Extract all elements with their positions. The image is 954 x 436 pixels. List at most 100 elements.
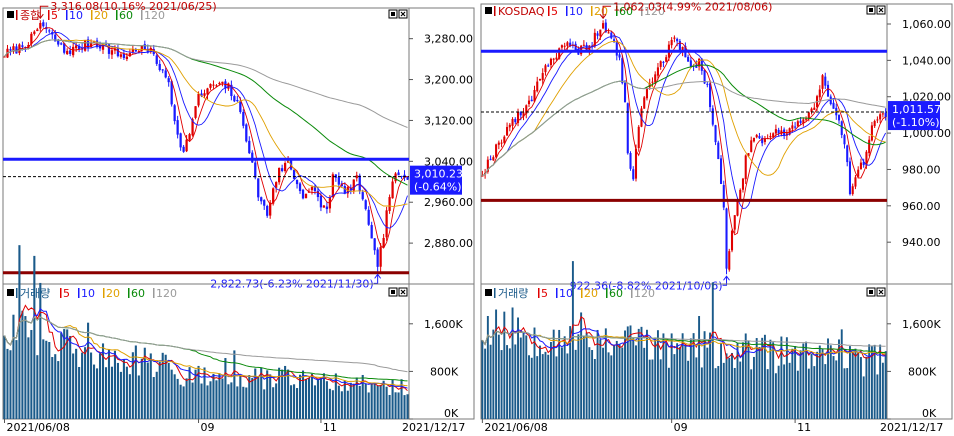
maximize-button[interactable] — [866, 5, 876, 15]
volume-maximize-button[interactable] — [866, 287, 876, 297]
candle-body — [188, 134, 191, 140]
volume-bar — [881, 362, 884, 419]
volume-bar — [555, 356, 558, 419]
volume-bar — [613, 344, 616, 419]
candle-body — [876, 119, 879, 121]
moving-averages — [4, 27, 408, 249]
vol-y-tick-label: 0K — [922, 407, 937, 420]
candle-body — [179, 133, 182, 148]
candle-body — [558, 48, 561, 59]
candle-body — [772, 133, 775, 138]
volume-bar — [813, 366, 816, 419]
volume-bar — [218, 373, 221, 419]
volume-bar — [319, 376, 322, 419]
maximize-icon[interactable] — [391, 12, 395, 16]
candle-body — [536, 81, 539, 92]
candle-body — [788, 128, 791, 135]
volume-bar — [810, 353, 813, 419]
candle-body — [837, 115, 841, 121]
ma-legend-swatch — [66, 10, 68, 20]
volume-bar — [563, 336, 566, 419]
volume-bar — [310, 373, 314, 419]
candle-body — [506, 127, 509, 136]
maximize-icon[interactable] — [869, 290, 873, 294]
candle-body — [711, 108, 714, 125]
volume-bar — [54, 354, 57, 419]
candle-body — [547, 65, 550, 67]
candle-body — [865, 151, 868, 166]
candle-body — [810, 108, 813, 112]
volume-bar — [149, 353, 152, 419]
candle-body — [254, 162, 257, 178]
volume-bar — [373, 383, 376, 419]
candle-body — [741, 178, 745, 190]
volume-bar — [689, 338, 692, 419]
volume-bar — [736, 343, 739, 419]
volume-bar — [78, 366, 81, 419]
vol-ma-legend-20: 20 — [106, 287, 120, 300]
volume-bar — [766, 369, 769, 419]
volume-bar — [700, 367, 703, 419]
volume-bar — [134, 345, 137, 419]
vol-ma-line-5 — [4, 304, 408, 392]
ma-legend-swatch — [153, 288, 155, 298]
candle-body — [870, 125, 873, 141]
volume-bars — [3, 245, 409, 419]
volume-bar — [182, 386, 185, 419]
close-icon[interactable] — [878, 7, 884, 13]
volume-bar — [750, 369, 753, 419]
close-icon[interactable] — [878, 289, 884, 295]
candle-body — [358, 175, 361, 192]
close-button[interactable] — [398, 9, 408, 19]
volume-maximize-button[interactable] — [388, 287, 398, 297]
volume-bar — [706, 347, 709, 419]
candle-body — [140, 45, 143, 51]
maximize-button[interactable] — [388, 9, 398, 19]
volume-bar — [179, 384, 182, 419]
volume-bar — [637, 328, 640, 419]
volume-bar — [525, 335, 528, 419]
volume-bar — [119, 371, 122, 419]
end-date-label: 2021/12/17 — [402, 421, 465, 433]
ma-legend-swatch — [566, 6, 568, 16]
candle-body — [158, 63, 161, 71]
volume-bar — [185, 378, 188, 419]
ma-legend-swatch — [538, 288, 540, 298]
candle-body — [799, 120, 802, 123]
volume-bar — [221, 378, 224, 419]
candle-body — [665, 57, 668, 62]
candle-body — [12, 46, 15, 52]
volume-bar — [684, 345, 687, 419]
candle-body — [161, 69, 164, 71]
volume-close-button[interactable] — [398, 287, 408, 297]
close-icon[interactable] — [400, 289, 406, 295]
candle-body — [758, 136, 761, 139]
volume-bar — [72, 353, 75, 419]
candle-body — [747, 153, 750, 157]
candle-body — [209, 84, 212, 88]
volume-bar — [519, 337, 522, 419]
candle-body — [221, 81, 224, 84]
candle-body — [791, 125, 794, 129]
volume-bar — [128, 374, 131, 419]
high-arrowhead-icon — [599, 14, 607, 20]
maximize-icon[interactable] — [391, 290, 395, 294]
volume-bar — [90, 352, 93, 419]
volume-bar — [698, 316, 701, 419]
volume-bar — [514, 344, 517, 419]
volume-bar — [486, 316, 489, 419]
candle-body — [719, 158, 723, 184]
vol-ma-legend-5: 5 — [541, 287, 548, 300]
volume-bar — [794, 346, 797, 419]
ma-legend-swatch — [116, 10, 118, 20]
candle-body — [678, 40, 681, 52]
volume-bar — [687, 360, 690, 419]
volume-close-button[interactable] — [876, 287, 886, 297]
volume-bar — [503, 311, 506, 419]
candle-body — [400, 176, 403, 178]
candle-body — [514, 119, 517, 123]
close-button[interactable] — [876, 5, 886, 15]
close-icon[interactable] — [400, 11, 406, 17]
candle-body — [599, 29, 602, 37]
maximize-icon[interactable] — [869, 8, 873, 12]
